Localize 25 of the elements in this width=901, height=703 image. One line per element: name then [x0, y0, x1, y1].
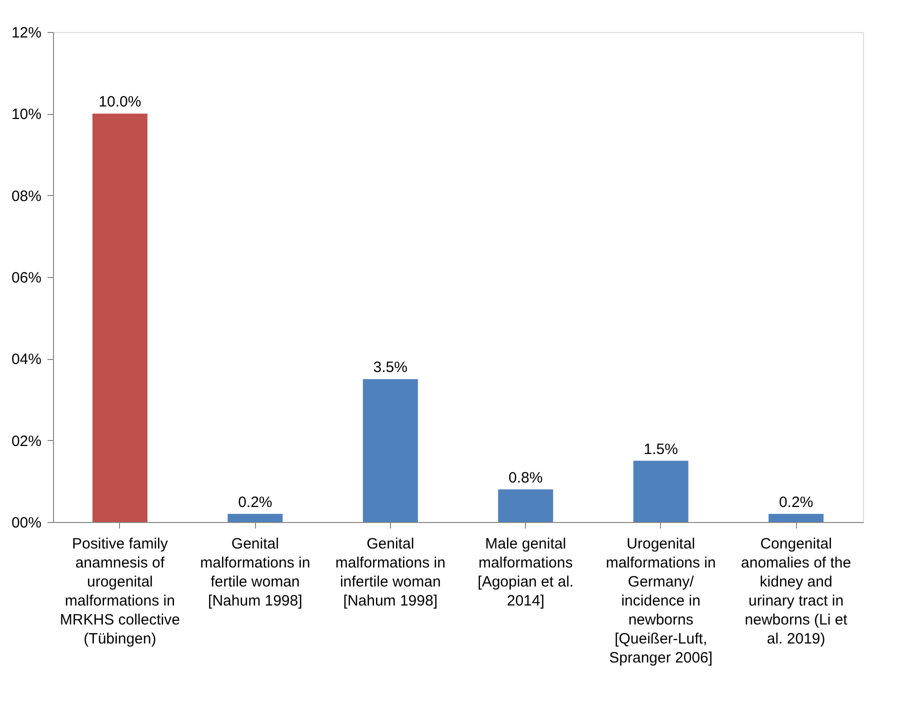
data-label: 0.2% [238, 494, 272, 511]
x-tick-label: Positive family anamnesis of urogenital malformations in MRKHS collective (Tübingen) [60, 536, 180, 648]
x-tick-label: Urogenital malformations in Germany/ incidence in newborns [Queißer-Luft, Spranger 2006] [606, 536, 716, 666]
y-tick-label: 08% [11, 188, 42, 205]
bar [92, 114, 148, 522]
x-tick-label: Congenital anomalies of the kidney and urinary tract in newborns (Li et al. 2019) [741, 536, 852, 648]
x-tick-label: Genital malformations in infertile woman [Nahum 1998] [335, 536, 446, 610]
data-label: 0.8% [508, 469, 543, 486]
data-label: 1.5% [644, 440, 678, 458]
bar [768, 514, 824, 522]
bar [228, 514, 283, 522]
y-tick-label: 06% [11, 270, 42, 286]
data-label: 3.5% [373, 359, 408, 376]
y-tick-label: 12% [11, 24, 42, 42]
x-tick-label: Male genital malformations [Agopian et al. 2014] [478, 536, 574, 610]
y-tick-label: 10% [11, 106, 42, 124]
data-label: 0.2% [778, 494, 814, 511]
y-tick-label: 02% [11, 432, 42, 450]
bar [498, 489, 554, 522]
y-tick-label: 00% [11, 514, 42, 532]
bar [362, 379, 418, 522]
bar [633, 460, 688, 522]
data-label: 10.0% [98, 94, 142, 111]
x-tick-label: Genital malformations in fertile woman [Nahum 1998] [200, 536, 310, 610]
y-tick-label: 04% [11, 351, 42, 368]
